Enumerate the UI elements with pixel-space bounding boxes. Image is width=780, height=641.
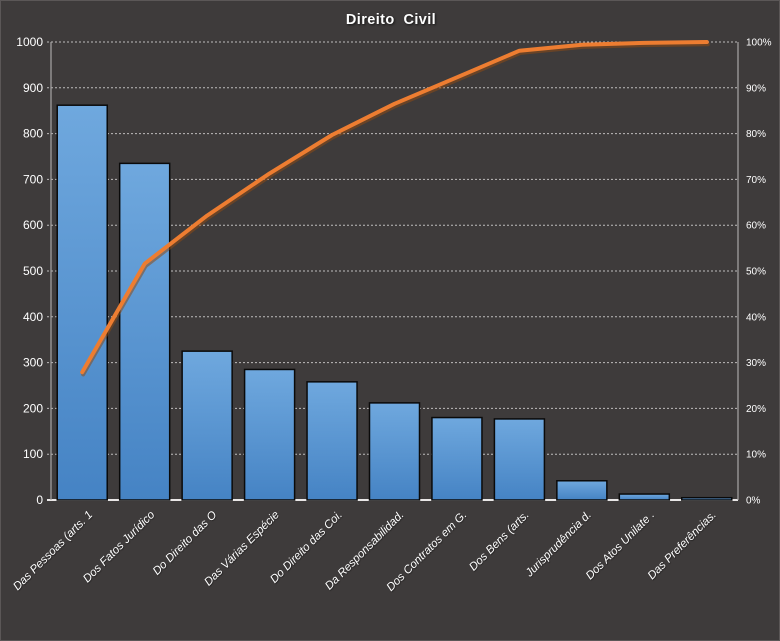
left-axis-tick-label: 500 bbox=[23, 264, 43, 278]
bar bbox=[431, 416, 483, 501]
right-axis-tick-label: 90% bbox=[746, 83, 766, 94]
chart-title: Direito Civil bbox=[345, 12, 437, 28]
right-axis-tick-label: 0% bbox=[746, 496, 761, 507]
right-axis-tick-label: 100% bbox=[746, 38, 772, 49]
bar bbox=[306, 381, 358, 501]
right-axis-tick-label: 10% bbox=[746, 450, 766, 461]
cumulative-line bbox=[80, 40, 709, 375]
left-axis-tick-label: 1000 bbox=[16, 35, 43, 49]
right-axis-tick-label: 50% bbox=[746, 267, 766, 278]
left-axis-tick-label: 0 bbox=[36, 493, 43, 507]
left-axis-tick-label: 900 bbox=[23, 81, 43, 95]
left-axis-tick-label: 700 bbox=[23, 172, 43, 186]
right-axis-tick-label: 40% bbox=[746, 312, 766, 323]
bar bbox=[556, 480, 608, 501]
bar bbox=[118, 162, 171, 501]
bar bbox=[681, 496, 733, 501]
bar bbox=[493, 418, 546, 501]
left-axis-tick-label: 300 bbox=[23, 356, 43, 370]
cumulative-line-shadow bbox=[81, 42, 710, 377]
bar bbox=[618, 493, 671, 501]
right-axis-tick-label: 80% bbox=[746, 129, 766, 140]
left-axis-tick-label: 200 bbox=[23, 401, 43, 415]
right-axis-tick-label: 20% bbox=[746, 404, 766, 415]
bar bbox=[181, 350, 233, 501]
right-axis-tick-label: 30% bbox=[746, 358, 766, 369]
bar bbox=[243, 368, 296, 501]
left-axis-tick-label: 600 bbox=[23, 218, 43, 232]
left-axis-tick-label: 800 bbox=[23, 127, 43, 141]
left-axis-tick-label: 100 bbox=[23, 447, 43, 461]
bar bbox=[368, 402, 421, 501]
right-axis-tick-label: 70% bbox=[746, 175, 766, 186]
left-axis-tick-label: 400 bbox=[23, 310, 43, 324]
right-axis-tick-label: 60% bbox=[746, 221, 766, 232]
bar bbox=[56, 104, 108, 501]
